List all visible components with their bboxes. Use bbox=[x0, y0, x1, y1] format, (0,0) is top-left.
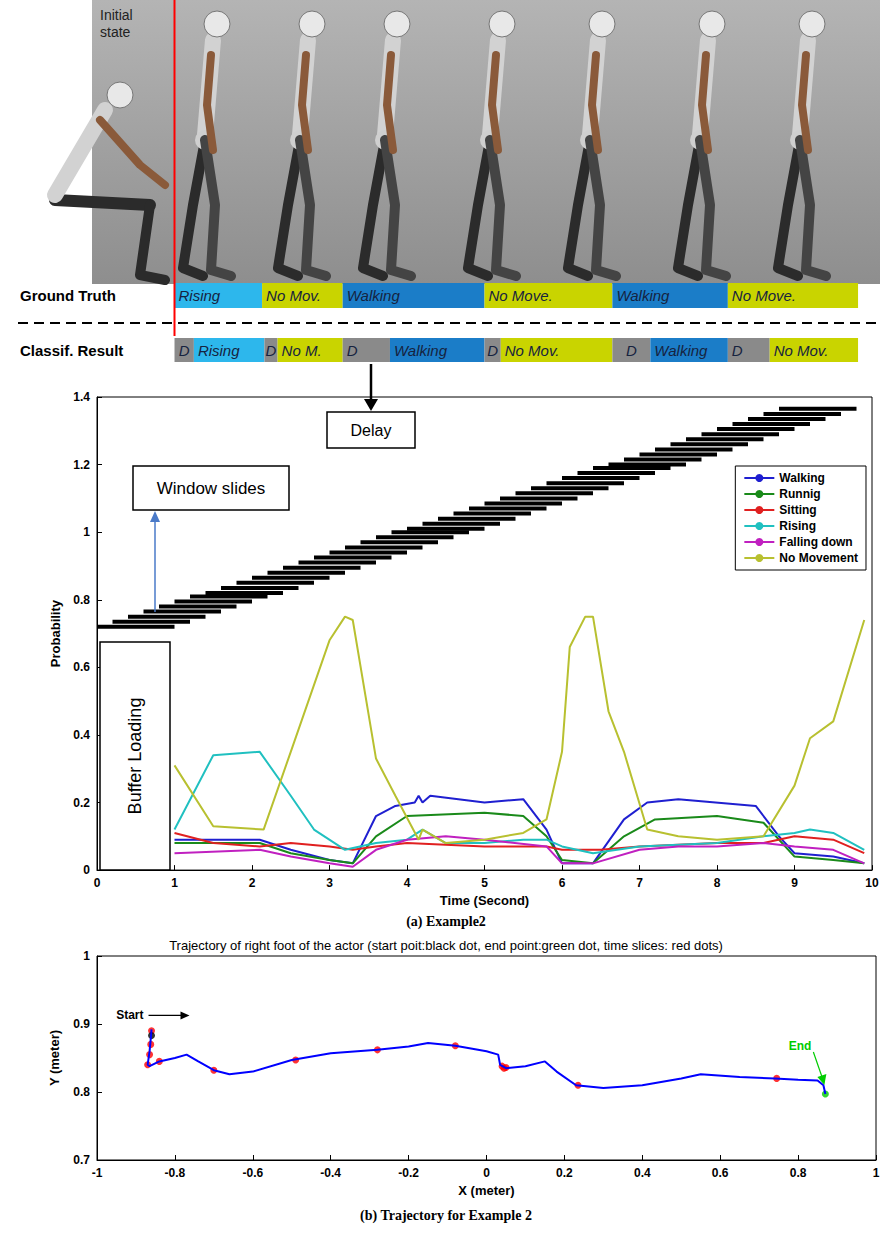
svg-text:D: D bbox=[347, 342, 358, 359]
svg-text:9: 9 bbox=[791, 876, 798, 890]
svg-text:0.4: 0.4 bbox=[73, 728, 90, 742]
svg-text:0.8: 0.8 bbox=[790, 1166, 807, 1180]
svg-text:Rising: Rising bbox=[198, 342, 240, 359]
svg-text:X (meter): X (meter) bbox=[458, 1183, 514, 1198]
svg-text:-0.2: -0.2 bbox=[398, 1166, 419, 1180]
svg-text:0: 0 bbox=[94, 876, 101, 890]
svg-text:0: 0 bbox=[83, 863, 90, 877]
svg-text:8: 8 bbox=[714, 876, 721, 890]
svg-text:End: End bbox=[789, 1039, 812, 1053]
svg-text:1: 1 bbox=[873, 1166, 880, 1180]
svg-text:1: 1 bbox=[83, 949, 90, 963]
svg-text:No M.: No M. bbox=[282, 342, 322, 359]
svg-text:No Mov.: No Mov. bbox=[505, 342, 560, 359]
svg-text:0.6: 0.6 bbox=[712, 1166, 729, 1180]
svg-text:1.4: 1.4 bbox=[73, 390, 90, 404]
svg-text:Walking: Walking bbox=[654, 342, 708, 359]
svg-text:No Mov.: No Mov. bbox=[774, 342, 829, 359]
svg-text:-0.6: -0.6 bbox=[242, 1166, 263, 1180]
svg-text:No Movement: No Movement bbox=[779, 551, 858, 565]
svg-text:0: 0 bbox=[483, 1166, 490, 1180]
svg-text:6: 6 bbox=[559, 876, 566, 890]
svg-text:Rising: Rising bbox=[179, 287, 221, 304]
svg-text:Probability: Probability bbox=[48, 599, 63, 667]
svg-text:No Move.: No Move. bbox=[489, 287, 553, 304]
svg-text:0.7: 0.7 bbox=[73, 1153, 90, 1167]
svg-text:2: 2 bbox=[249, 876, 256, 890]
svg-text:Rising: Rising bbox=[779, 519, 816, 533]
svg-text:0.4: 0.4 bbox=[634, 1166, 651, 1180]
svg-text:Classif. Result: Classif. Result bbox=[20, 342, 123, 359]
html-text:(b) Trajectory for Example 2: (b) Trajectory for Example 2 bbox=[360, 1208, 532, 1223]
svg-text:0.8: 0.8 bbox=[73, 593, 90, 607]
svg-text:No Move.: No Move. bbox=[732, 287, 796, 304]
svg-text:0.2: 0.2 bbox=[73, 796, 90, 810]
svg-text:Buffer Loading: Buffer Loading bbox=[125, 698, 145, 815]
svg-text:Initialstate: Initialstate bbox=[100, 7, 133, 40]
svg-text:5: 5 bbox=[481, 876, 488, 890]
svg-text:0.2: 0.2 bbox=[556, 1166, 573, 1180]
svg-text:4: 4 bbox=[404, 876, 411, 890]
svg-text:Walking: Walking bbox=[347, 287, 401, 304]
svg-text:Trajectory of right foot of th: Trajectory of right foot of the actor (s… bbox=[169, 938, 723, 953]
svg-text:Walking: Walking bbox=[394, 342, 448, 359]
svg-text:0.8: 0.8 bbox=[73, 1085, 90, 1099]
svg-text:3: 3 bbox=[326, 876, 333, 890]
svg-text:D: D bbox=[266, 342, 277, 359]
svg-text:Falling down: Falling down bbox=[779, 535, 852, 549]
svg-text:Y (meter): Y (meter) bbox=[47, 1030, 62, 1086]
svg-text:7: 7 bbox=[636, 876, 643, 890]
svg-text:Delay: Delay bbox=[351, 422, 392, 439]
svg-text:Walking: Walking bbox=[616, 287, 670, 304]
svg-text:Time (Second): Time (Second) bbox=[440, 893, 529, 908]
svg-text:1: 1 bbox=[171, 876, 178, 890]
svg-text:Sitting: Sitting bbox=[779, 503, 816, 517]
svg-text:Ground Truth: Ground Truth bbox=[20, 287, 116, 304]
svg-text:1.2: 1.2 bbox=[73, 458, 90, 472]
svg-text:-0.8: -0.8 bbox=[165, 1166, 186, 1180]
svg-text:D: D bbox=[179, 342, 190, 359]
svg-text:Window slides: Window slides bbox=[157, 479, 266, 498]
svg-text:No Mov.: No Mov. bbox=[266, 287, 321, 304]
svg-text:0.9: 0.9 bbox=[73, 1017, 90, 1031]
svg-text:0.6: 0.6 bbox=[73, 660, 90, 674]
svg-text:Walking: Walking bbox=[779, 471, 825, 485]
html-text:(a) Example2: (a) Example2 bbox=[406, 914, 486, 929]
svg-text:D: D bbox=[487, 342, 498, 359]
svg-text:-1: -1 bbox=[92, 1166, 103, 1180]
svg-text:D: D bbox=[626, 342, 637, 359]
svg-text:-0.4: -0.4 bbox=[320, 1166, 341, 1180]
svg-text:10: 10 bbox=[865, 876, 879, 890]
svg-text:D: D bbox=[732, 342, 743, 359]
svg-text:Runnig: Runnig bbox=[779, 487, 820, 501]
svg-text:Start: Start bbox=[116, 1008, 143, 1022]
svg-text:1: 1 bbox=[83, 525, 90, 539]
